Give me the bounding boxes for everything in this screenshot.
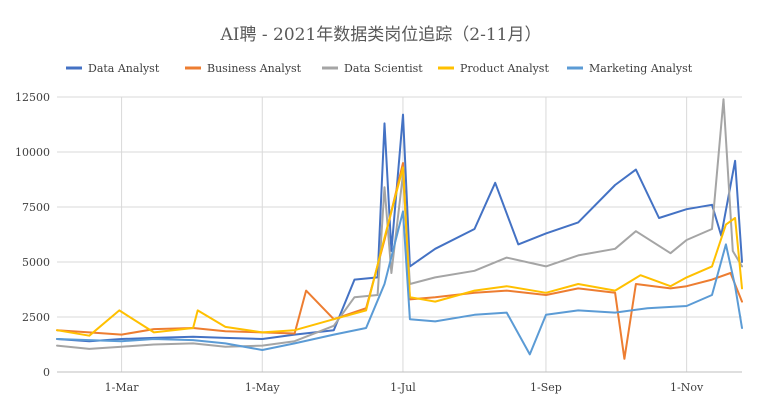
legend-label: Data Scientist: [344, 62, 423, 75]
x-tick-label: 1-Nov: [670, 381, 704, 394]
series-line-business-analyst: [56, 162, 743, 360]
y-tick-label: 0: [43, 366, 50, 379]
chart-legend: Data Analyst Business Analyst Data Scienti…: [66, 62, 693, 75]
chart-gridlines: [57, 96, 742, 372]
y-tick-label: 7500: [22, 201, 50, 214]
y-tick-label: 12500: [15, 91, 50, 104]
series-line-data-analyst: [56, 113, 743, 343]
x-tick-label: 1-Mar: [105, 381, 140, 394]
series-line-product-analyst: [56, 166, 743, 337]
y-tick-label: 10000: [15, 146, 50, 159]
y-tick-label: 5000: [22, 256, 50, 269]
legend-label: Marketing Analyst: [589, 62, 693, 75]
series-line-marketing-analyst: [56, 210, 743, 356]
legend-label: Data Analyst: [88, 62, 160, 75]
x-tick-label: 1-Jul: [390, 381, 416, 394]
x-tick-label: 1-May: [245, 381, 281, 394]
chart-axes: 0 2500 5000 7500 10000 12500 1-Mar 1-May 1-Jul 1-…: [15, 91, 742, 394]
chart-series-group: [56, 98, 743, 360]
y-tick-label: 2500: [22, 311, 50, 324]
chart-title: AI聘 - 2021年数据类岗位追踪（2-11月）: [220, 25, 542, 45]
legend-label: Business Analyst: [207, 62, 302, 75]
legend-label: Product Analyst: [460, 62, 549, 75]
x-tick-label: 1-Sep: [530, 381, 562, 394]
